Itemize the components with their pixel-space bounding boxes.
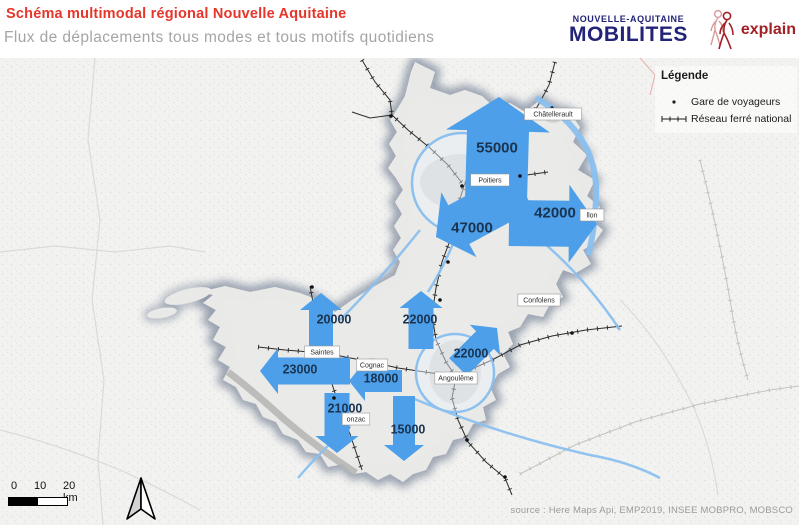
flow-value-label: 22000 xyxy=(454,347,489,361)
svg-text:Châtellerault: Châtellerault xyxy=(533,112,572,119)
flow-value-label: 47000 xyxy=(451,219,493,236)
gironde-estuary xyxy=(225,369,358,476)
scale-bar: 0 10 20 km xyxy=(8,480,78,506)
station-dot xyxy=(465,438,469,442)
station-dot xyxy=(518,174,522,178)
station-dot xyxy=(570,331,574,335)
flow-value-label: 23000 xyxy=(283,363,318,377)
flow-value-label: 42000 xyxy=(534,204,576,221)
railway-line-icon xyxy=(661,114,687,124)
flow-arrow-47000 xyxy=(436,170,534,258)
page-subtitle: Flux de déplacements tous modes et tous … xyxy=(4,29,435,46)
city-label-poitiers: Poitiers xyxy=(470,173,510,187)
station-dot xyxy=(438,298,442,302)
legend-item-railway: Réseau ferré national xyxy=(661,113,791,125)
flow-arrow-15000 xyxy=(384,396,424,461)
legend-item-station: Gare de voyageurs xyxy=(661,96,791,108)
city-label-onzac: onzac xyxy=(341,412,371,426)
admin-boundaries xyxy=(0,58,719,525)
flow-arrow-42000 xyxy=(508,184,597,263)
walking-figures-icon xyxy=(710,9,734,49)
logo-card: NOUVELLE-AQUITAINE MOBILITES explain xyxy=(546,2,796,57)
flow-arrow-21000 xyxy=(315,393,359,453)
north-arrow-icon xyxy=(126,477,156,520)
flow-value-label: 18000 xyxy=(364,372,399,386)
flow-value-label: 21000 xyxy=(328,402,363,416)
nouvelle-aquitaine-mobilites-logo: NOUVELLE-AQUITAINE MOBILITES xyxy=(560,14,697,46)
brand-line1: NOUVELLE-AQUITAINE xyxy=(572,13,685,24)
station-dot xyxy=(389,114,393,118)
svg-text:Poitiers: Poitiers xyxy=(478,178,502,185)
scale-bar-graphic xyxy=(8,497,68,506)
city-label-cognac: Cognac xyxy=(356,358,388,372)
station-dot-icon xyxy=(661,98,687,106)
city-label-angoulême: Angoulême xyxy=(434,371,478,385)
flow-arrow-22000 xyxy=(449,324,501,376)
svg-text:Confolens: Confolens xyxy=(523,298,555,305)
station-dot xyxy=(460,184,464,188)
svg-text:Saintes: Saintes xyxy=(310,350,334,357)
flow-arrow-22000 xyxy=(399,291,443,349)
flow-labels: 55000 47000 42000 20000 22000 23000 18000 22000… xyxy=(283,139,576,436)
flow-value-label: 22000 xyxy=(403,313,438,327)
city-label-confolens: Confolens xyxy=(517,293,561,307)
explain-logo: explain xyxy=(705,7,796,53)
svg-text:onzac: onzac xyxy=(347,417,366,424)
flow-arrow-20000 xyxy=(300,293,342,347)
legend: Légende Gare de voyageurs Réseau ferré n… xyxy=(655,66,798,133)
flow-arrows xyxy=(260,97,597,461)
city-label-saintes: Saintes xyxy=(304,345,340,359)
svg-text:Cognac: Cognac xyxy=(360,363,385,370)
flow-arrow-23000 xyxy=(260,348,350,394)
map-canvas[interactable]: Châtellerault Poitiers llon Confolens Sainte… xyxy=(0,58,799,525)
flow-value-label: 55000 xyxy=(476,139,518,156)
station-dot xyxy=(332,396,336,400)
station-dot xyxy=(310,285,314,289)
page-title: Schéma multimodal régional Nouvelle Aqui… xyxy=(6,6,347,22)
city-label-châtellerault: Châtellerault xyxy=(524,107,582,121)
svg-text:Angoulême: Angoulême xyxy=(438,376,474,383)
city-label-llon: llon xyxy=(579,208,605,222)
station-dot xyxy=(446,260,450,264)
station-dot xyxy=(503,475,507,479)
legend-title: Légende xyxy=(661,70,709,82)
flow-value-label: 20000 xyxy=(317,313,352,327)
source-credit: source : Here Maps Api, EMP2019, INSEE M… xyxy=(510,505,793,516)
brand-line2: MOBILITES xyxy=(569,22,688,46)
explain-logo-text: explain xyxy=(740,20,796,38)
flow-value-label: 15000 xyxy=(391,423,426,437)
svg-text:llon: llon xyxy=(587,213,598,220)
city-labels: Châtellerault Poitiers llon Confolens Sainte… xyxy=(304,107,605,426)
